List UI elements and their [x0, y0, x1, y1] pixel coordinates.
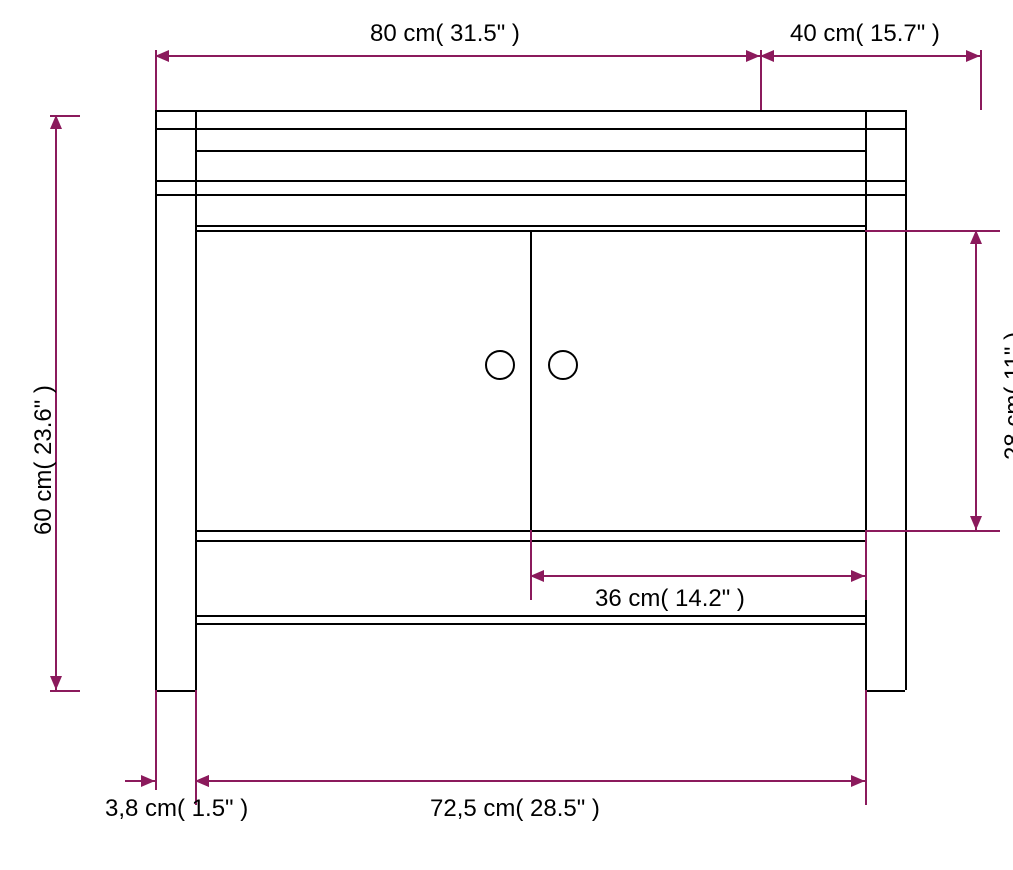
arrow — [851, 775, 865, 787]
dim-line — [975, 230, 977, 530]
strut-bot — [195, 623, 865, 625]
top-rail-2 — [155, 128, 905, 130]
cab-left — [195, 230, 197, 540]
ext — [195, 690, 197, 790]
dim-line — [760, 55, 980, 57]
foot-l — [155, 690, 195, 692]
leg-right-outer — [905, 110, 907, 690]
label-right-height: 28 cm( 11" ) — [1000, 332, 1013, 460]
notch-bottom — [195, 150, 865, 152]
arrow — [970, 516, 982, 530]
arrow — [141, 775, 155, 787]
label-leg-thick: 3,8 cm( 1.5" ) — [105, 795, 248, 823]
label-top-depth: 40 cm( 15.7" ) — [790, 20, 940, 48]
label-left-height: 60 cm( 23.6" ) — [30, 385, 58, 535]
ext — [50, 690, 80, 692]
ext — [865, 230, 975, 232]
ext — [865, 530, 867, 585]
knob-right — [548, 350, 578, 380]
ext — [530, 530, 532, 585]
top-rail — [155, 110, 905, 112]
arrow — [970, 230, 982, 244]
arrow — [155, 50, 169, 62]
leg-left-outer — [155, 110, 157, 690]
seat-bot — [155, 194, 905, 196]
cab-divider — [530, 230, 532, 530]
foot-r — [865, 690, 905, 692]
cab-right — [865, 230, 867, 540]
arrow — [530, 570, 544, 582]
arrow — [966, 50, 980, 62]
arrow — [746, 50, 760, 62]
strut-top — [195, 615, 865, 617]
ext — [155, 690, 157, 790]
knob-left — [485, 350, 515, 380]
ext — [980, 50, 982, 110]
seat-top — [155, 180, 905, 182]
arrow — [50, 676, 62, 690]
notch-r — [865, 128, 867, 150]
label-top-width: 80 cm( 31.5" ) — [370, 20, 520, 48]
arrow — [851, 570, 865, 582]
diagram-canvas: 80 cm( 31.5" ) 40 cm( 15.7" ) 60 cm( 23.6"… — [0, 0, 1013, 870]
notch-l — [195, 128, 197, 150]
dim-line — [155, 55, 760, 57]
ext — [865, 530, 975, 532]
ext — [865, 690, 867, 790]
dim-line — [195, 780, 865, 782]
dim-line — [530, 575, 865, 577]
apron — [195, 225, 865, 227]
arrow — [760, 50, 774, 62]
arrow — [195, 775, 209, 787]
label-leg-to-leg: 72,5 cm( 28.5" ) — [430, 795, 600, 823]
label-door-width: 36 cm( 14.2" ) — [595, 585, 745, 613]
arrow — [50, 115, 62, 129]
